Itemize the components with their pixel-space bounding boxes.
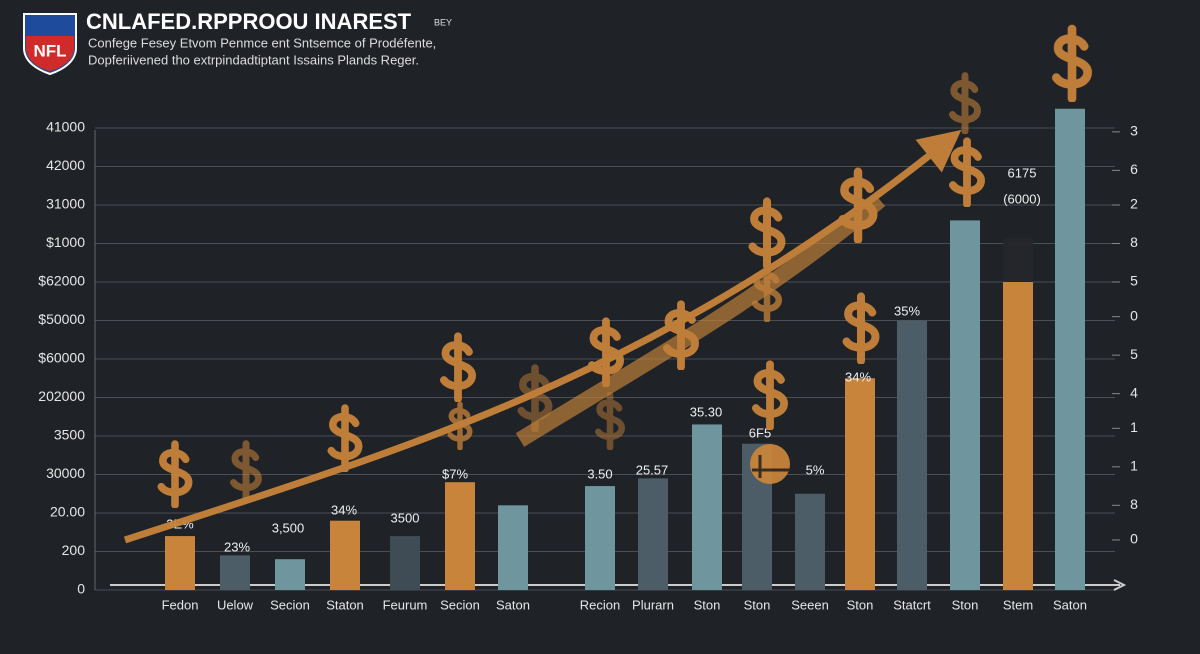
annotation: 6175	[1008, 165, 1037, 180]
x-axis-arrow	[1113, 579, 1127, 591]
bar	[1003, 282, 1033, 590]
y-tick-label: $50000	[38, 311, 85, 327]
y2-tick-label: 8	[1130, 496, 1138, 512]
x-tick-label: Ston	[952, 597, 979, 612]
y2-tick-label: 8	[1130, 234, 1138, 250]
x-tick-label: Secion	[270, 597, 310, 612]
annotation: 25.57	[636, 462, 669, 477]
subtitle: Dopferiivened tho extrpindadtiptant Issa…	[88, 52, 419, 67]
logo-text: NFL	[33, 41, 66, 60]
x-tick-label: Uelow	[217, 597, 254, 612]
annotation: 6F5	[749, 425, 771, 440]
bar	[897, 320, 927, 590]
x-tick-label: Stem	[1003, 597, 1033, 612]
y-tick-label: 202000	[38, 388, 85, 404]
y2-tick-label: 1	[1130, 458, 1138, 474]
x-tick-label: Fedon	[162, 597, 199, 612]
y-tick-label: $62000	[38, 273, 85, 289]
y2-tick-label: 2	[1130, 196, 1138, 212]
bar	[585, 486, 615, 590]
x-tick-label: Seeen	[791, 597, 829, 612]
bar	[165, 536, 195, 590]
plot: 020020.00300003500202000$60000$50000$620…	[38, 108, 1138, 612]
bar	[638, 478, 668, 590]
bar	[950, 220, 980, 590]
bar	[692, 424, 722, 590]
chart-title: CNLAFED.RPPROOU INAREST	[86, 9, 412, 34]
y2-tick-label: 0	[1130, 307, 1138, 323]
x-tick-label: Recion	[580, 597, 620, 612]
bar	[445, 482, 475, 590]
y2-tick-label: 3	[1130, 123, 1138, 139]
bar	[845, 378, 875, 590]
x-tick-label: Staton	[326, 597, 364, 612]
x-tick-label: Saton	[1053, 597, 1087, 612]
bar	[220, 555, 250, 590]
y-tick-label: $1000	[46, 234, 85, 250]
x-tick-label: Ston	[847, 597, 874, 612]
annotation: (6000)	[1003, 191, 1041, 206]
y2-tick-label: 1	[1130, 419, 1138, 435]
y-tick-label: 0	[77, 581, 85, 597]
annotation: 3,500	[272, 520, 305, 535]
bar	[1055, 108, 1085, 590]
y-tick-label: 42000	[46, 157, 85, 173]
x-tick-label: Ston	[744, 597, 771, 612]
y-tick-label: 30000	[46, 465, 85, 481]
annotation: $7%	[442, 466, 468, 481]
x-tick-label: Saton	[496, 597, 530, 612]
bar	[330, 520, 360, 590]
annotation: 23%	[224, 539, 250, 554]
annotation: 3500	[391, 510, 420, 525]
annotation: 35%	[894, 303, 920, 318]
title-tag: BEY	[434, 17, 452, 27]
y2-tick-label: 0	[1130, 531, 1138, 547]
y-tick-label: 200	[62, 542, 86, 558]
y-tick-label: 3500	[54, 427, 85, 443]
bar	[795, 493, 825, 590]
y2-tick-label: 6	[1130, 161, 1138, 177]
annotation: 34%	[331, 502, 357, 517]
x-tick-label: Statcrt	[893, 597, 931, 612]
annotation: 5%	[806, 462, 825, 477]
y2-tick-label: 5	[1130, 273, 1138, 289]
decorations	[123, 29, 1088, 544]
logo: NFL	[23, 13, 77, 76]
x-tick-label: Ston	[694, 597, 721, 612]
y-tick-label: $60000	[38, 350, 85, 366]
annotation: 34%	[845, 369, 871, 384]
x-tick-label: Plurarn	[632, 597, 674, 612]
x-tick-label: Feurum	[383, 597, 428, 612]
x-tick-label: Secion	[440, 597, 480, 612]
bar	[275, 559, 305, 590]
y-tick-label: 31000	[46, 196, 85, 212]
bar	[498, 505, 528, 590]
y2-tick-label: 4	[1130, 384, 1138, 400]
bar	[390, 536, 420, 590]
y2-tick-label: 5	[1130, 346, 1138, 362]
annotation: 3.50	[587, 466, 612, 481]
y-tick-label: 41000	[46, 119, 85, 135]
annotation: 35.30	[690, 404, 723, 419]
y-tick-label: 20.00	[50, 504, 85, 520]
subtitle: Confege Fesey Etvom Penmce ent Sntsemce …	[88, 35, 436, 50]
